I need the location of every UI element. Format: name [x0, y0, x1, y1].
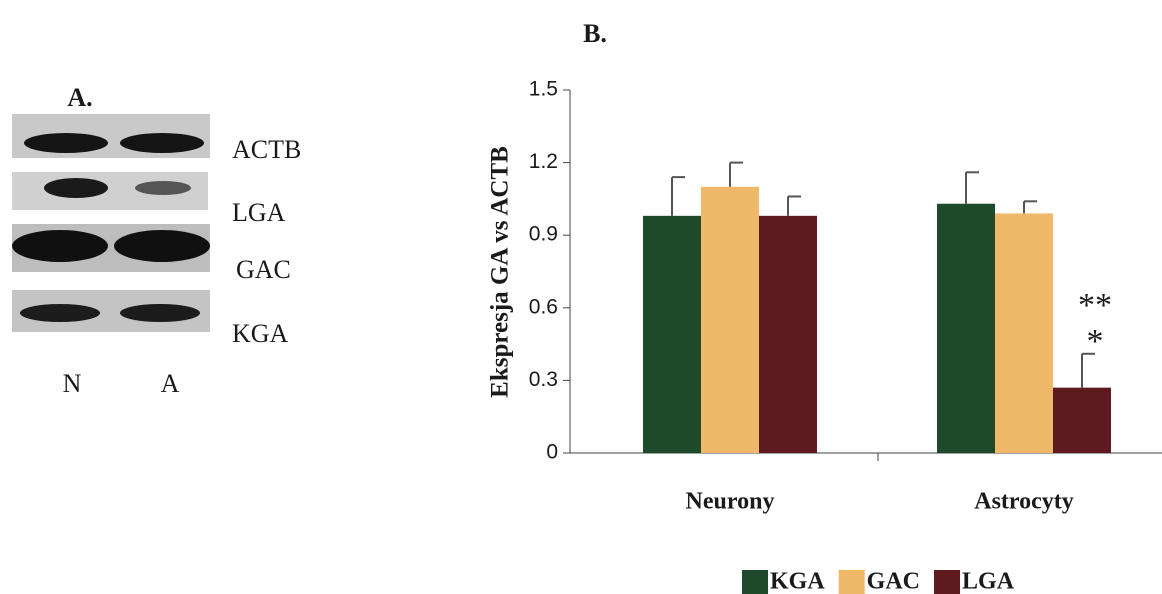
bar [643, 216, 701, 453]
band [20, 304, 100, 322]
y-tick-label: 0.9 [529, 223, 558, 246]
y-tick-label: 1.2 [529, 150, 558, 173]
y-tick-label: 0.3 [529, 368, 558, 391]
bar [995, 213, 1053, 453]
annotation: ** [1078, 287, 1112, 324]
legend-swatch [934, 570, 960, 594]
bar [701, 187, 759, 453]
x-tick-label: Neurony [686, 489, 775, 515]
y-tick-label: 1.5 [529, 78, 558, 101]
blot-row-label: KGA [232, 319, 289, 348]
band [120, 304, 200, 322]
band [120, 133, 204, 153]
panel-label: A. [67, 83, 92, 112]
y-tick-label: 0.6 [529, 295, 558, 318]
bar [937, 204, 995, 453]
blot-row-label: GAC [236, 255, 291, 284]
bar [759, 216, 817, 453]
blot-panel: A. ACTB LGA GAC KGA N A [12, 83, 301, 398]
y-tick-label: 0 [546, 441, 558, 464]
annotation: * [1087, 323, 1104, 360]
band [135, 181, 191, 195]
blot-row-label: ACTB [232, 135, 301, 164]
lane-label: A [161, 369, 180, 398]
lane-label: N [63, 369, 82, 398]
blot-row-label: LGA [232, 198, 286, 227]
figure: A. ACTB LGA GAC KGA N A B. Ekspresja GA … [0, 0, 1162, 594]
band [12, 230, 108, 262]
legend-label: GAC [867, 569, 920, 594]
x-tick-label: Astrocyty [974, 489, 1074, 515]
band [114, 230, 210, 262]
legend-swatch [742, 570, 768, 594]
band [24, 133, 108, 153]
legend-label: LGA [962, 569, 1015, 594]
chart-title: B. [583, 19, 607, 48]
legend-label: KGA [770, 569, 825, 594]
legend-swatch [839, 570, 865, 594]
band [44, 178, 108, 198]
bar [1053, 388, 1111, 453]
y-axis-label: Ekspresja GA vs ACTB [487, 146, 514, 398]
